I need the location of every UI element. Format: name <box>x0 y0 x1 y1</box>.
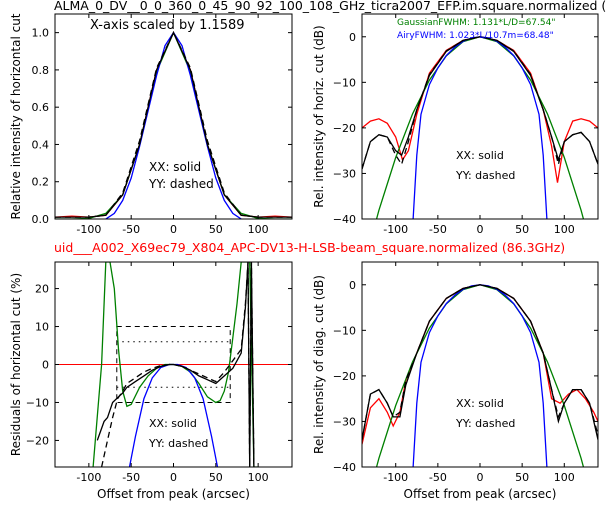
annotation: YY: dashed <box>148 177 214 191</box>
y-axis-label: Rel. intensity of horiz. cut (dB) <box>312 25 326 207</box>
annotation: YY: dashed <box>148 437 208 450</box>
plot-frame <box>361 261 599 468</box>
y-tick-label: 0.6 <box>32 101 50 114</box>
x-tick-label: -50 <box>429 223 447 236</box>
x-tick-label: 100 <box>248 223 269 236</box>
series-line-green-solid <box>55 30 292 219</box>
y-tick-label: 0 <box>42 359 49 372</box>
plot-area <box>55 30 292 219</box>
series-line-blue-solid <box>412 36 548 219</box>
x-axis-label: Offset from peak (arcsec) <box>97 487 250 501</box>
panel-p2: -100 -50 0 50 100 0 −10 −20 −30 −40 Rel. intensity… <box>312 13 599 236</box>
x-axis-label: Offset from peak (arcsec) <box>404 487 557 501</box>
middle-title: uid___A002_X69ec79_X804_APC-DV13-H-LSB-b… <box>54 240 565 255</box>
x-tick-label: 100 <box>554 223 575 236</box>
y-tick-label: 10 <box>35 321 49 334</box>
annotation: XX: solid <box>149 417 197 430</box>
y-tick-label: 20 <box>35 283 49 296</box>
y-tick-label: −20 <box>26 434 49 447</box>
series-line-blue-solid <box>412 284 548 467</box>
plot-area <box>55 262 292 467</box>
x-tick-label: 0 <box>477 223 484 236</box>
x-tick-label: 50 <box>515 471 529 484</box>
annotation: YY: dashed <box>455 417 515 430</box>
annotation: YY: dashed <box>455 169 515 182</box>
x-tick-label: 50 <box>209 471 223 484</box>
y-tick-label: −20 <box>333 122 356 135</box>
y-tick-label: 1.0 <box>32 27 50 40</box>
x-tick-label: 100 <box>248 471 269 484</box>
plot-area <box>362 36 598 219</box>
plot-frame <box>361 13 599 220</box>
series-line-blue-solid <box>105 31 242 219</box>
y-tick-label: 0.0 <box>32 213 50 226</box>
panel-p1: -100 -50 0 50 100 0.0 0.2 0.4 0.6 0.8 1.0 Relative … <box>9 13 293 236</box>
y-tick-label: 0.2 <box>32 176 50 189</box>
y-tick-label: −20 <box>333 370 356 383</box>
y-tick-label: −10 <box>333 76 356 89</box>
y-tick-label: −10 <box>26 396 49 409</box>
tolerance-box <box>116 326 231 403</box>
y-tick-label: 0 <box>349 279 356 292</box>
x-tick-label: -50 <box>429 471 447 484</box>
annotation: AiryFWHM: 1.023*L/10.7m=68.48" <box>397 31 554 41</box>
x-tick-label: 0 <box>170 471 177 484</box>
series-line-black-dashed <box>362 36 598 170</box>
series-line-black-dashed <box>55 31 292 218</box>
annotation: XX: solid <box>149 160 201 174</box>
x-tick-label: -100 <box>383 471 408 484</box>
series-line-black-dashed <box>100 262 255 467</box>
x-tick-label: -50 <box>122 471 140 484</box>
x-tick-label: 100 <box>554 471 575 484</box>
series-line-black-dashed <box>362 284 598 440</box>
y-tick-label: −40 <box>333 461 356 474</box>
y-tick-label: 0.4 <box>32 138 50 151</box>
y-tick-label: −30 <box>333 415 356 428</box>
x-tick-label: -100 <box>76 223 101 236</box>
annotation: GaussianFWHM: 1.131*L/D=67.54" <box>397 18 555 28</box>
series-line-blue-solid <box>128 363 219 467</box>
top-title: ALMA_0_DV__0_0_360_0_45_90_92_100_108_GH… <box>54 0 606 13</box>
y-axis-label: Rel. intensity of diag. cut (dB) <box>312 275 326 454</box>
x-tick-label: 50 <box>209 223 223 236</box>
x-tick-label: 0 <box>477 471 484 484</box>
series-line-black-solid <box>362 36 598 170</box>
x-tick-label: 0 <box>170 223 177 236</box>
y-tick-label: −10 <box>333 324 356 337</box>
plot-area <box>362 284 598 467</box>
x-tick-label: 50 <box>515 223 529 236</box>
y-tick-label: −40 <box>333 213 356 226</box>
y-axis-label: Relative intensity of horizontal cut <box>9 13 23 219</box>
y-tick-label: 0 <box>349 31 356 44</box>
y-tick-label: −30 <box>333 167 356 180</box>
panel-p4: -100 -50 0 50 100 0 −10 −20 −30 −40 Rel. intensity… <box>312 261 599 501</box>
annotation: X-axis scaled by 1.1589 <box>90 18 245 33</box>
annotation: XX: solid <box>456 149 504 162</box>
x-tick-label: -50 <box>122 223 140 236</box>
y-axis-label: Residuals of horizontal cut (%) <box>9 273 23 456</box>
x-tick-label: -100 <box>383 223 408 236</box>
annotation: XX: solid <box>456 397 504 410</box>
x-tick-label: -100 <box>76 471 101 484</box>
y-tick-label: 0.8 <box>32 64 50 77</box>
